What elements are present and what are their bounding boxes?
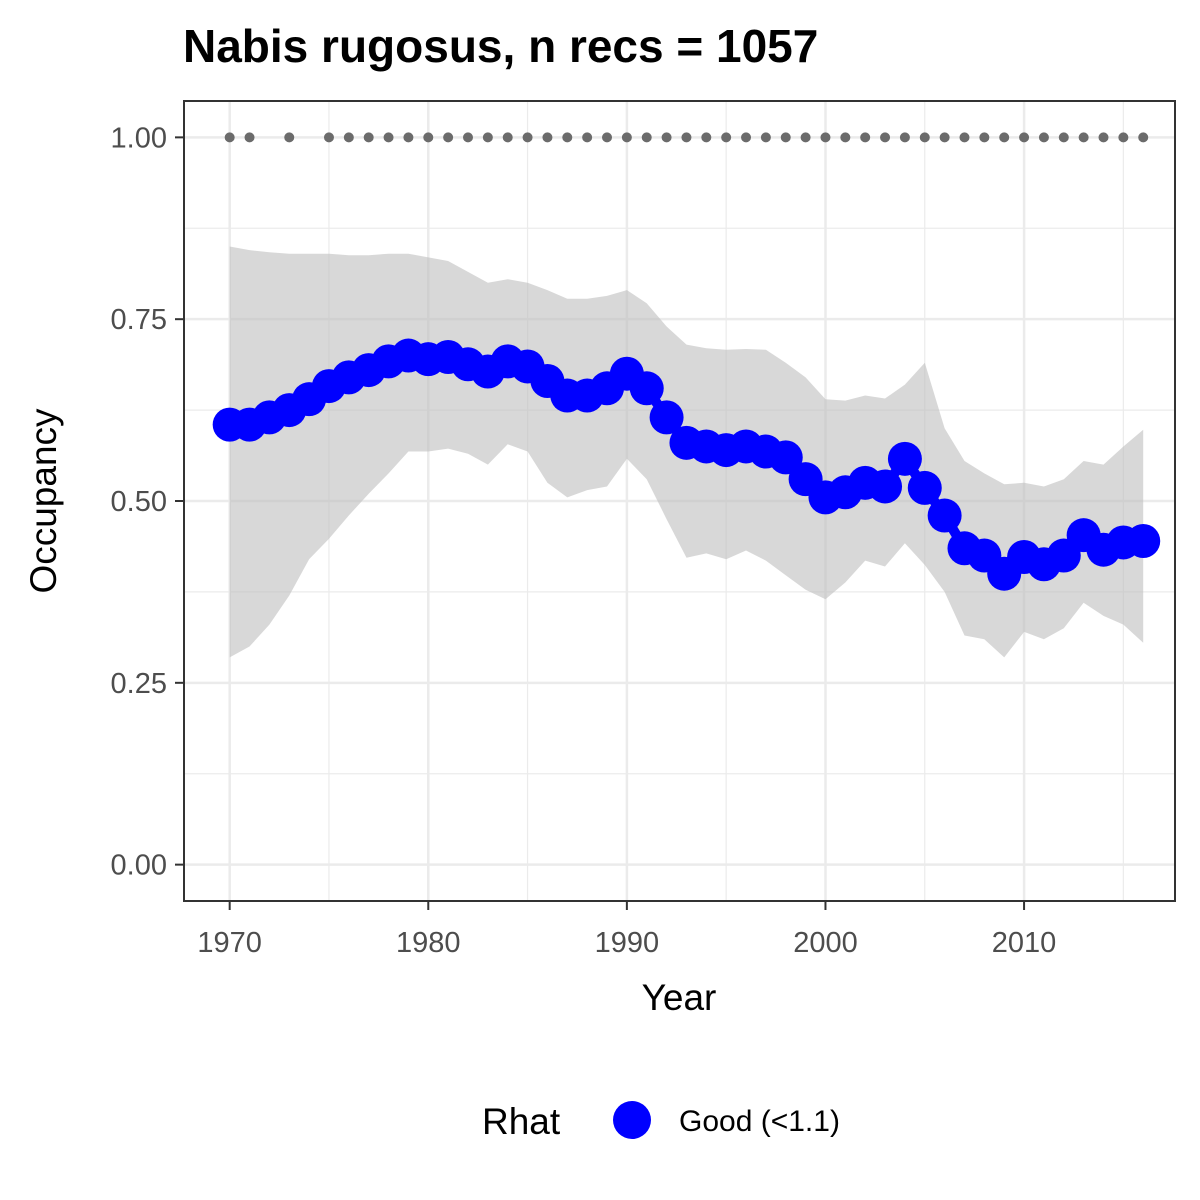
- record-point: [1118, 132, 1129, 143]
- record-point: [721, 132, 732, 143]
- record-point: [860, 132, 871, 143]
- record-point: [1058, 132, 1069, 143]
- record-point: [1038, 132, 1049, 143]
- occupancy-point: [1126, 524, 1161, 558]
- chart-title: Nabis rugosus, n recs = 1057: [183, 20, 818, 72]
- record-point: [383, 132, 394, 143]
- record-point: [1138, 132, 1149, 143]
- x-tick-label: 2010: [992, 927, 1057, 959]
- record-point: [959, 132, 970, 143]
- record-point: [244, 132, 255, 143]
- record-point: [462, 132, 473, 143]
- y-axis: 0.00 0.25 0.50 0.75 1.00: [111, 122, 184, 882]
- y-tick-label: 0.50: [111, 486, 167, 518]
- record-point: [899, 132, 910, 143]
- record-point: [621, 132, 632, 143]
- record-point: [542, 132, 553, 143]
- record-point: [423, 132, 434, 143]
- record-point: [1098, 132, 1109, 143]
- y-tick-label: 0.75: [111, 304, 167, 336]
- occupancy-point: [649, 400, 684, 435]
- legend-title: Rhat: [482, 1101, 561, 1142]
- occupancy-point: [768, 440, 803, 475]
- x-tick-label: 1990: [595, 927, 660, 959]
- record-point: [602, 132, 613, 143]
- record-point: [522, 132, 533, 143]
- record-point: [641, 132, 652, 143]
- record-point: [780, 132, 791, 143]
- legend-key-good: [613, 1101, 651, 1139]
- record-point: [760, 132, 771, 143]
- x-tick-label: 1980: [396, 927, 461, 959]
- record-point: [800, 132, 811, 143]
- record-point: [562, 132, 573, 143]
- y-tick-label: 1.00: [111, 122, 167, 154]
- record-point: [582, 132, 593, 143]
- record-point: [979, 132, 990, 143]
- record-point: [701, 132, 712, 143]
- record-point: [919, 132, 930, 143]
- record-point: [284, 132, 295, 143]
- record-point: [323, 132, 334, 143]
- record-point: [224, 132, 235, 143]
- occupancy-point: [927, 498, 962, 533]
- record-point: [939, 132, 950, 143]
- y-axis-title: Occupancy: [23, 408, 64, 594]
- record-point: [363, 132, 374, 143]
- record-point: [820, 132, 831, 143]
- record-point: [681, 132, 692, 143]
- record-point: [443, 132, 454, 143]
- record-point: [343, 132, 354, 143]
- occupancy-points: [212, 338, 1161, 591]
- record-point: [1078, 132, 1089, 143]
- record-point: [661, 132, 672, 143]
- x-axis: 1970 1980 1990 2000 2010: [197, 901, 1056, 959]
- record-point: [741, 132, 752, 143]
- y-tick-label: 0.00: [111, 850, 167, 882]
- occupancy-point: [907, 470, 942, 505]
- record-point: [502, 132, 513, 143]
- y-tick-label: 0.25: [111, 668, 167, 700]
- x-tick-label: 1970: [197, 927, 262, 959]
- record-point: [999, 132, 1010, 143]
- x-tick-label: 2000: [793, 927, 858, 959]
- occupancy-point: [629, 371, 664, 406]
- record-points: [224, 132, 1149, 143]
- x-axis-title: Year: [642, 977, 717, 1018]
- record-point: [840, 132, 851, 143]
- legend: Rhat Good (<1.1): [482, 1101, 840, 1142]
- occupancy-point: [887, 441, 922, 476]
- occupancy-point: [868, 469, 903, 504]
- record-point: [880, 132, 891, 143]
- record-point: [403, 132, 414, 143]
- record-point: [482, 132, 493, 143]
- legend-label-good: Good (<1.1): [679, 1105, 840, 1138]
- record-point: [1019, 132, 1030, 143]
